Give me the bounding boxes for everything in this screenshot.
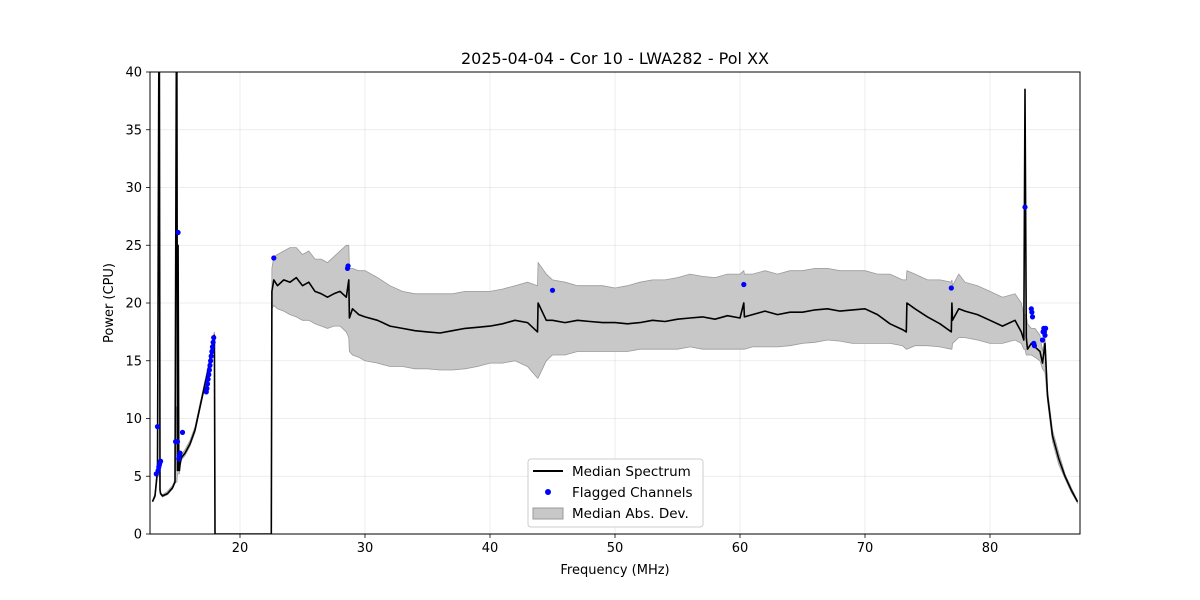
flagged-channel-point xyxy=(205,376,211,382)
flagged-channel-point xyxy=(1043,325,1049,331)
flagged-channel-point xyxy=(174,439,181,445)
flagged-channel-point xyxy=(158,458,164,464)
flagged-channel-point xyxy=(948,285,954,291)
y-tick-label: 30 xyxy=(125,181,142,196)
flagged-channel-point xyxy=(1039,337,1046,343)
flagged-channel-point xyxy=(207,362,213,368)
y-tick-label: 20 xyxy=(125,297,142,312)
y-axis-ticks: 0 5 10 15 20 25 30 35 40 xyxy=(125,66,150,543)
flagged-channel-point xyxy=(206,367,212,373)
y-tick-label: 0 xyxy=(134,528,142,543)
y-tick-label: 5 xyxy=(134,470,142,485)
legend-band-swatch xyxy=(532,507,564,520)
y-tick-label: 35 xyxy=(125,123,142,138)
median-abs-dev-band xyxy=(152,244,1078,534)
flagged-channel-point xyxy=(204,385,210,392)
y-tick-label: 15 xyxy=(125,354,142,369)
x-tick-label: 50 xyxy=(607,541,624,556)
flagged-channel-point xyxy=(208,353,214,359)
flagged-channel-point xyxy=(1022,204,1028,210)
x-tick-label: 80 xyxy=(982,541,999,556)
x-tick-label: 20 xyxy=(232,541,249,556)
y-axis-label: Power (CPU) xyxy=(102,263,117,343)
flagged-channel-point xyxy=(209,344,216,350)
legend-entry-median-abs-dev: Median Abs. Dev. xyxy=(572,506,689,522)
y-tick-label: 10 xyxy=(125,412,142,427)
flagged-channel-point xyxy=(1029,309,1035,315)
x-axis-label: Frequency (MHz) xyxy=(560,563,669,578)
plot-area xyxy=(151,72,1079,534)
flagged-channel-point xyxy=(549,287,556,293)
x-tick-label: 70 xyxy=(857,541,874,556)
y-tick-label: 25 xyxy=(125,239,142,254)
flagged-channel-point xyxy=(177,450,183,456)
chart-title: 2025-04-04 - Cor 10 - LWA282 - Pol XX xyxy=(461,49,769,68)
x-tick-label: 60 xyxy=(732,541,749,556)
flagged-channel-point xyxy=(208,358,214,364)
legend-box xyxy=(527,458,704,528)
flagged-channel-point xyxy=(206,372,212,378)
y-tick-label: 40 xyxy=(125,66,142,81)
flagged-channel-point xyxy=(175,229,181,236)
x-tick-label: 40 xyxy=(482,541,499,556)
flagged-channel-point xyxy=(154,424,161,430)
flagged-channel-point xyxy=(211,335,217,341)
median-spectrum-line xyxy=(151,72,1079,534)
x-axis-ticks: 20 30 40 50 60 70 80 xyxy=(232,534,999,556)
flagged-channel-point xyxy=(345,263,351,269)
flagged-channel-point xyxy=(1029,314,1036,320)
x-tick-label: 30 xyxy=(357,541,374,556)
flagged-channel-point xyxy=(179,429,186,435)
flagged-channel-point xyxy=(741,281,747,288)
flagged-channel-point xyxy=(210,339,216,345)
legend-dot-swatch xyxy=(545,489,551,495)
flagged-channel-point xyxy=(1031,343,1037,349)
legend-entry-median-spectrum: Median Spectrum xyxy=(572,464,691,480)
legend-entry-flagged-channels: Flagged Channels xyxy=(572,485,693,501)
flagged-channel-point xyxy=(1042,332,1048,338)
legend: Median Spectrum Flagged Channels Median … xyxy=(527,458,704,528)
flagged-channel-point xyxy=(204,381,211,387)
flagged-channel-point xyxy=(271,255,277,261)
flagged-channels-points xyxy=(153,204,1049,477)
flagged-channel-point xyxy=(209,348,215,355)
